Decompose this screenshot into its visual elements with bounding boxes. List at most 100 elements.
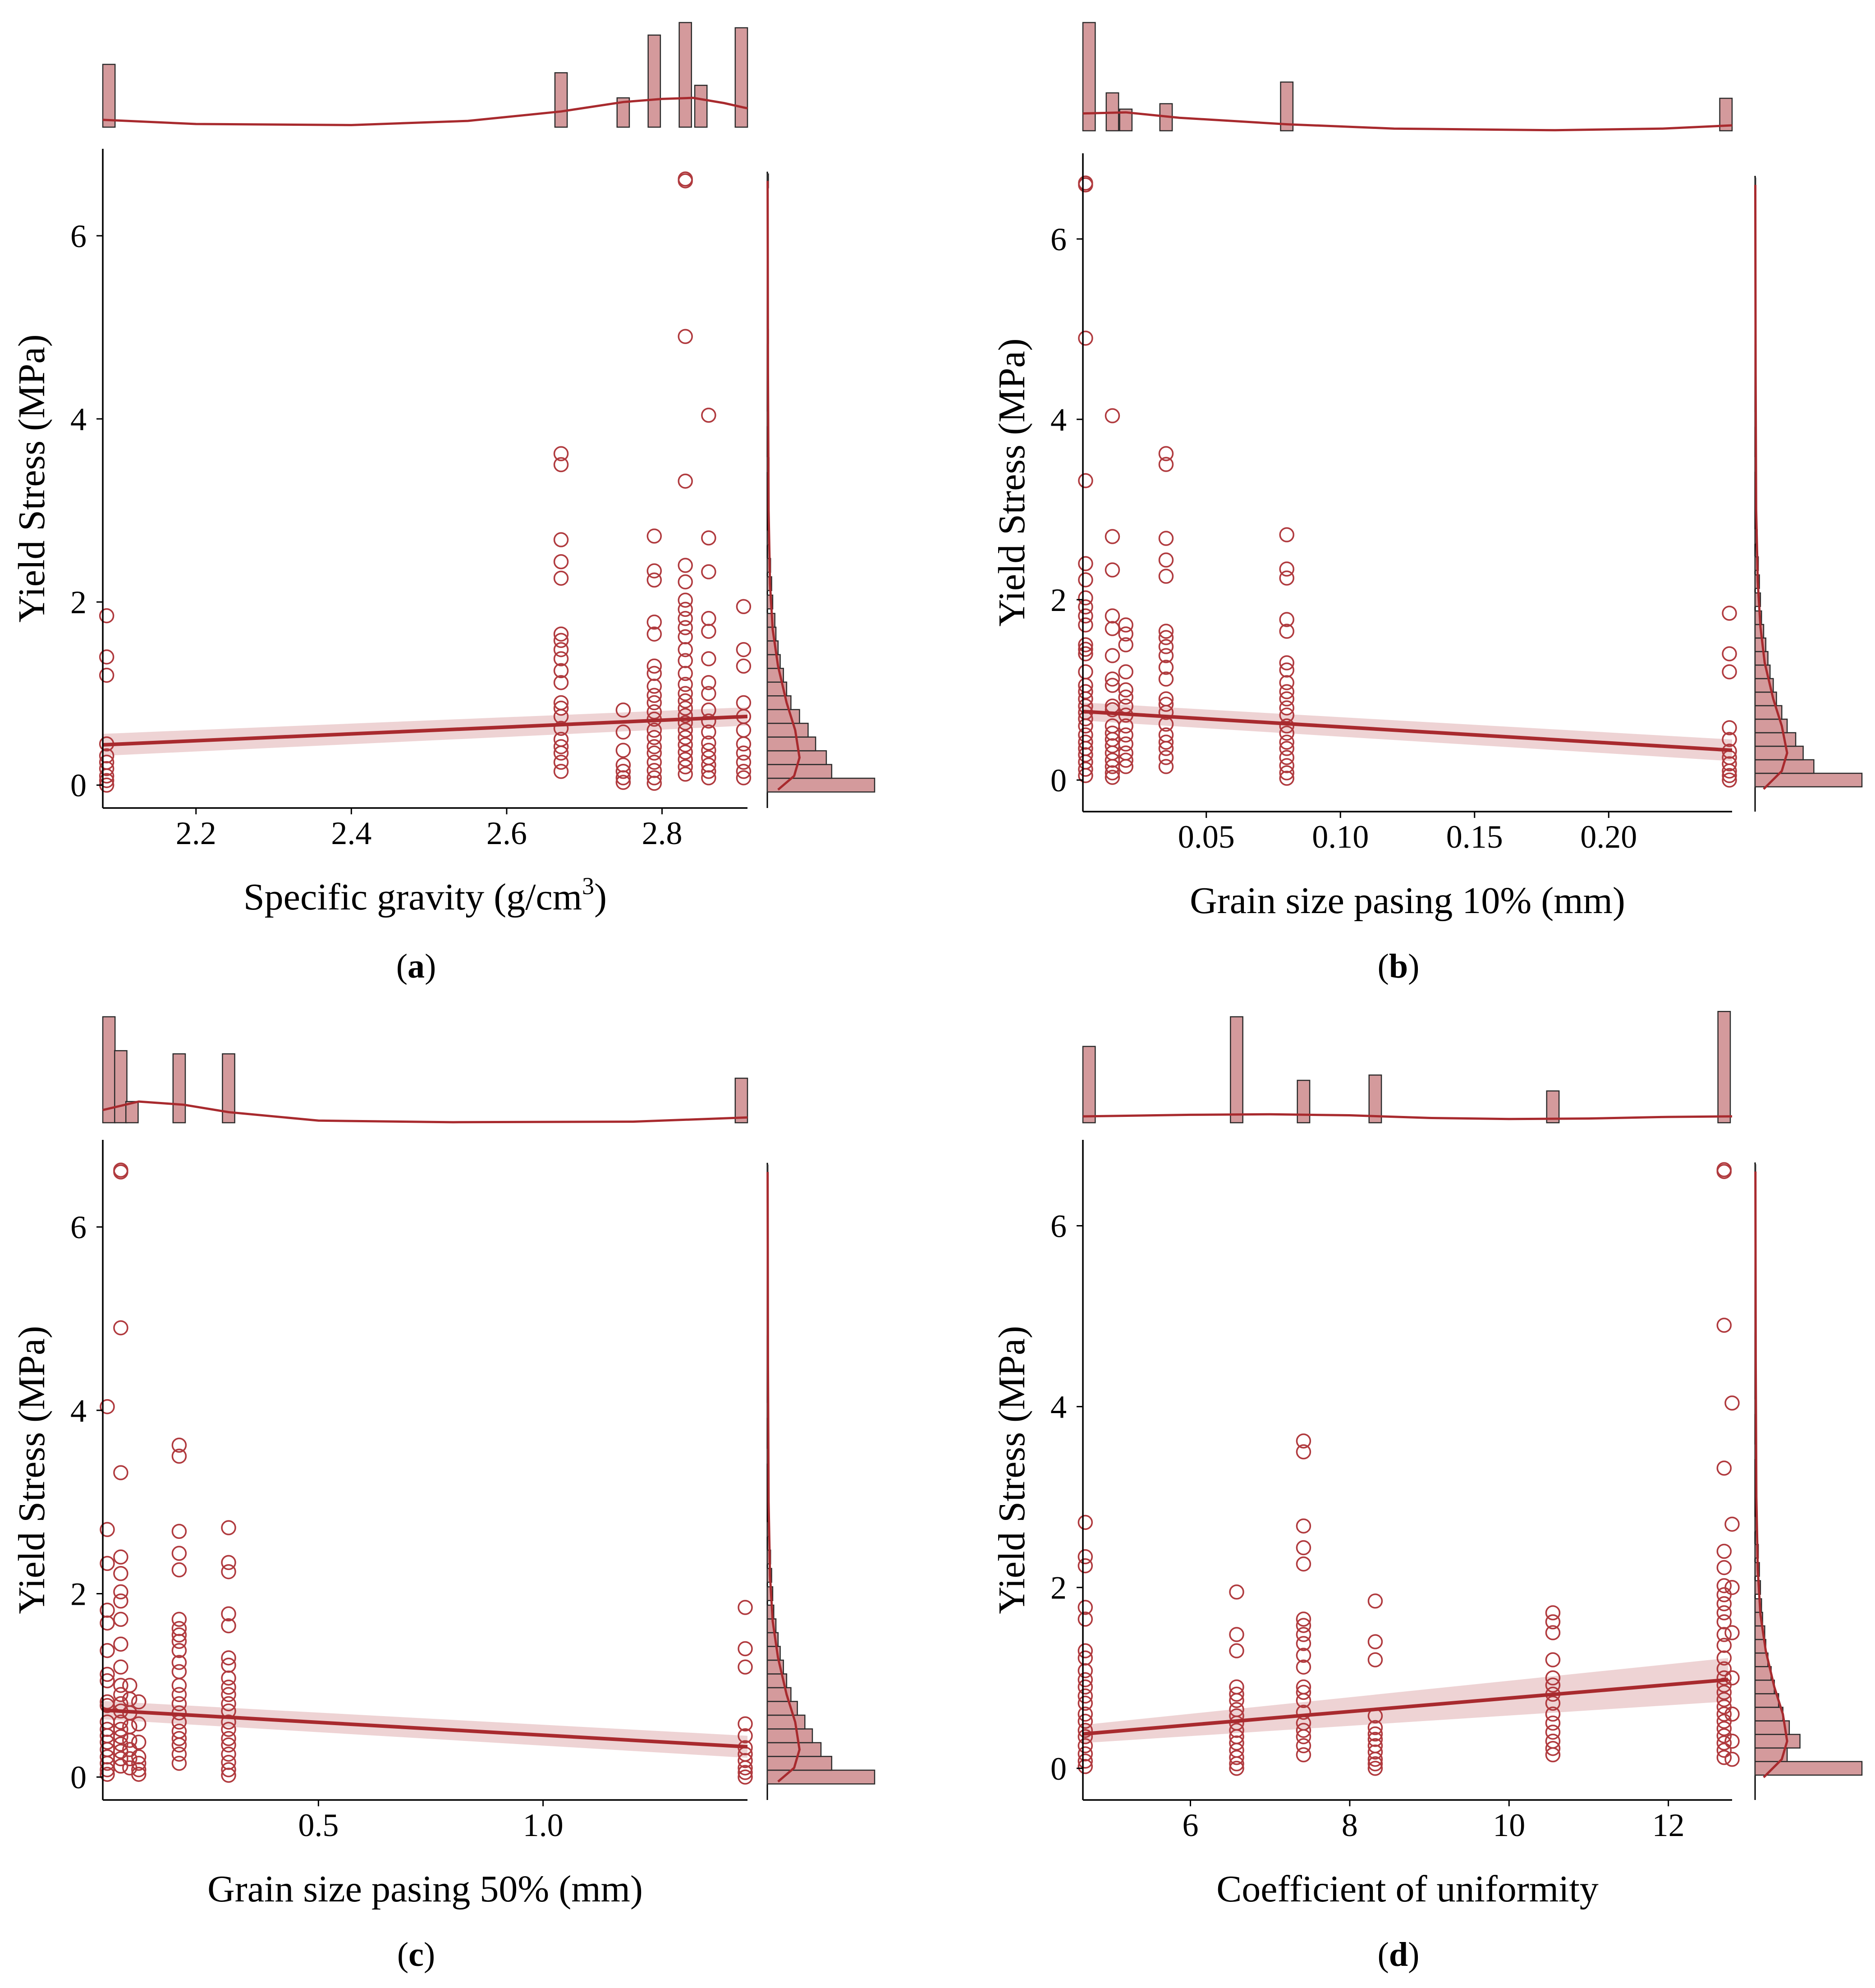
data-point	[171, 1664, 187, 1680]
data-point	[701, 764, 716, 779]
x-tick-label: 2.8	[642, 815, 682, 851]
scatter-points	[1077, 1162, 1740, 1776]
data-point	[99, 761, 115, 776]
histogram-bar	[1754, 1734, 1801, 1749]
right-marginal-histogram	[1754, 176, 1863, 812]
histogram-bar	[102, 1016, 116, 1124]
regression-line	[102, 1708, 748, 1749]
histogram-bar	[766, 1714, 806, 1730]
data-point	[171, 1687, 187, 1702]
data-point	[738, 1659, 753, 1675]
data-point	[171, 1546, 187, 1561]
data-point	[646, 776, 662, 791]
data-point	[1367, 1756, 1383, 1772]
histogram-bar	[1280, 81, 1294, 132]
data-point	[1078, 664, 1093, 680]
data-point	[1722, 772, 1737, 788]
data-point	[221, 1714, 236, 1730]
data-point	[1229, 1749, 1244, 1765]
data-point	[553, 626, 569, 642]
data-point	[701, 770, 716, 785]
data-point	[113, 1758, 128, 1774]
data-point	[171, 1634, 187, 1649]
histogram-bar	[1717, 1011, 1731, 1124]
data-point	[1716, 1650, 1732, 1666]
histogram-bar	[766, 1701, 798, 1716]
x-tick-label: 1.0	[523, 1807, 564, 1843]
data-point	[1296, 1693, 1311, 1708]
data-point	[1716, 1318, 1732, 1333]
panel-d: 6 8 10 12 0 2 4 6 Coefficient of uniformity Yield…	[991, 1011, 1863, 1974]
data-point	[1724, 1516, 1740, 1532]
data-point	[1296, 1738, 1311, 1754]
data-point	[131, 1755, 147, 1771]
data-point	[1296, 1722, 1311, 1738]
data-point	[100, 1767, 115, 1782]
histogram-bar	[766, 722, 809, 738]
data-point	[221, 1670, 236, 1686]
data-point	[1545, 1670, 1561, 1686]
data-point	[553, 642, 569, 657]
data-point	[736, 770, 752, 785]
data-point	[615, 764, 631, 779]
data-point	[1279, 758, 1294, 773]
data-point	[1279, 741, 1294, 756]
data-point	[1118, 664, 1133, 680]
y-tick-label: 0	[70, 767, 87, 803]
data-point	[1158, 759, 1174, 774]
histogram-bar	[114, 1050, 128, 1124]
data-point	[1078, 608, 1093, 624]
right-marginal-histogram	[1754, 1162, 1863, 1800]
data-point	[1716, 1638, 1732, 1653]
data-point	[100, 1615, 115, 1631]
data-point	[1105, 608, 1120, 624]
data-point	[646, 528, 662, 544]
histogram-bar	[766, 1769, 876, 1785]
data-point	[1545, 1715, 1561, 1731]
data-point	[1077, 1754, 1093, 1769]
histogram-bar	[766, 1742, 822, 1757]
right-marginal-histogram	[766, 1162, 876, 1800]
data-point	[1716, 1560, 1732, 1575]
data-point	[1158, 624, 1174, 639]
data-point	[678, 767, 693, 782]
data-point	[1545, 1677, 1561, 1693]
x-tick-label: 0.05	[1178, 819, 1235, 855]
data-point	[1716, 1742, 1732, 1758]
data-point	[736, 764, 752, 779]
data-point	[1279, 725, 1294, 741]
data-point	[1545, 1652, 1561, 1667]
data-point	[1722, 732, 1737, 747]
data-point	[553, 554, 569, 569]
kde-curve	[766, 1172, 801, 1783]
data-point	[1158, 457, 1174, 472]
data-point	[1229, 1584, 1244, 1600]
data-point	[1716, 1460, 1732, 1476]
y-tick-label: 4	[70, 401, 87, 437]
data-point	[1158, 569, 1174, 584]
y-tick-label: 6	[1050, 221, 1067, 257]
data-point	[678, 329, 693, 344]
data-point	[738, 1765, 753, 1780]
data-point	[646, 626, 662, 642]
data-point	[553, 745, 569, 761]
data-point	[1296, 1659, 1311, 1675]
data-point	[131, 1762, 147, 1777]
data-point	[553, 532, 569, 547]
data-point	[1296, 1636, 1311, 1651]
data-point	[1158, 552, 1174, 568]
right-marginal-histogram	[766, 171, 876, 808]
y-tick-label: 0	[1050, 762, 1067, 799]
data-point	[1078, 684, 1093, 699]
data-point	[99, 667, 115, 683]
y-tick-label: 4	[1050, 1389, 1067, 1425]
data-point	[1118, 689, 1133, 705]
data-point	[678, 473, 693, 489]
panel-label: (c)	[397, 1936, 435, 1974]
data-point	[1724, 1733, 1740, 1749]
data-point	[1077, 1672, 1093, 1688]
data-point	[113, 1744, 128, 1759]
y-tick-label: 2	[70, 584, 87, 620]
data-point	[1077, 1663, 1093, 1678]
